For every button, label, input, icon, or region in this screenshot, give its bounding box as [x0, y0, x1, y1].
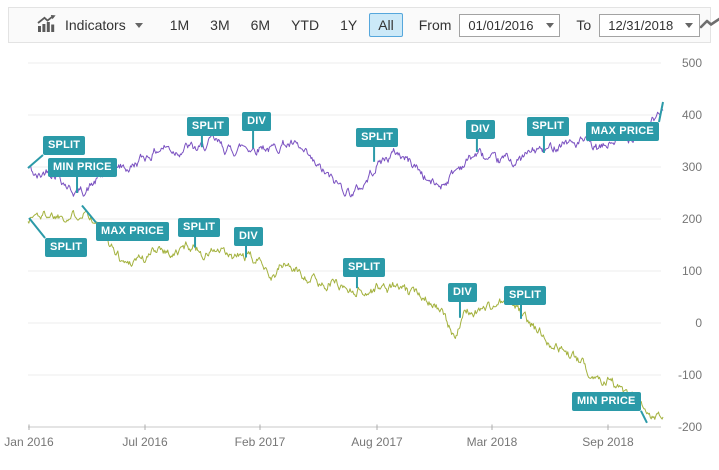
x-axis-label: Jan 2016 — [4, 435, 54, 449]
annotation-connectors — [27, 101, 664, 424]
annotation-flag-div[interactable]: DIV — [447, 282, 477, 302]
y-axis-label: 400 — [682, 108, 702, 122]
annotation-flag-split[interactable]: SPLIT — [356, 127, 399, 147]
x-axis-label: Mar 2018 — [467, 435, 518, 449]
annotation-flag-split[interactable]: SPLIT — [45, 237, 88, 257]
to-date-value: 12/31/2018 — [608, 17, 674, 33]
annotation-flag-max-price[interactable]: MAX PRICE — [95, 222, 169, 242]
annotation-flag-split[interactable]: SPLIT — [342, 258, 386, 278]
x-axis-label: Aug 2017 — [351, 435, 403, 449]
x-axis: Jan 2016 Jul 2016 Feb 2017 Aug 2017 Mar 2018… — [4, 424, 661, 449]
chevron-down-icon — [545, 22, 554, 28]
annotation-flag-min-price[interactable]: MIN PRICE — [48, 158, 117, 177]
from-date-input[interactable]: 01/01/2016 — [459, 13, 561, 37]
annotation-flag-div[interactable]: DIV — [234, 227, 263, 247]
indicators-label: Indicators — [65, 17, 126, 33]
period-button-1y[interactable]: 1Y — [331, 13, 366, 37]
line-series-icon — [699, 16, 719, 35]
y-axis-label: 0 — [695, 316, 702, 330]
y-axis-labels: 500 400 300 200 100 0 -100 -200 — [678, 56, 702, 434]
x-axis-label: Feb 2017 — [235, 435, 286, 449]
y-axis-label: 300 — [682, 160, 702, 174]
y-axis-label: 200 — [682, 212, 702, 226]
annotation-flag-max-price[interactable]: MAX PRICE — [586, 122, 659, 141]
x-axis-label: Sep 2018 — [582, 435, 634, 449]
y-axis-label: -100 — [678, 368, 702, 382]
chevron-down-icon — [685, 22, 694, 28]
from-label: From — [418, 17, 452, 33]
period-button-3m[interactable]: 3M — [201, 13, 238, 37]
annotation-flag-split[interactable]: SPLIT — [43, 136, 86, 156]
period-button-6m[interactable]: 6M — [242, 13, 279, 37]
annotation-flag-split[interactable]: SPLIT — [504, 285, 547, 305]
period-button-all[interactable]: All — [369, 13, 403, 37]
from-date-value: 01/01/2016 — [468, 17, 534, 33]
series1-purple-line — [27, 108, 664, 198]
annotation-flag-split[interactable]: SPLIT — [178, 217, 221, 237]
annotation-flag-div[interactable]: DIV — [465, 119, 495, 139]
toolbar: Indicators 1M 3M 6M YTD 1Y All From 01/0… — [8, 7, 719, 43]
y-axis-label: -200 — [678, 420, 702, 434]
chevron-down-icon — [134, 22, 143, 28]
annotation-flag-min-price[interactable]: MIN PRICE — [571, 391, 641, 411]
indicators-bar-chart-icon — [37, 15, 56, 35]
to-label: To — [576, 17, 592, 33]
series-type-selector[interactable] — [699, 16, 719, 35]
indicators-dropdown[interactable]: Indicators — [37, 15, 143, 35]
series2-olive-line — [27, 210, 664, 420]
period-button-ytd[interactable]: YTD — [282, 13, 328, 37]
period-button-1m[interactable]: 1M — [161, 13, 198, 37]
annotation-flag-div[interactable]: DIV — [242, 112, 271, 132]
x-axis-label: Jul 2016 — [122, 435, 168, 449]
y-axis-label: 500 — [682, 56, 702, 70]
annotation-flag-split[interactable]: SPLIT — [526, 116, 570, 136]
y-axis-label: 100 — [682, 264, 702, 278]
annotation-flag-split[interactable]: SPLIT — [186, 117, 230, 137]
period-selector: 1M 3M 6M YTD 1Y All — [161, 13, 403, 37]
to-date-input[interactable]: 12/31/2018 — [599, 13, 701, 37]
